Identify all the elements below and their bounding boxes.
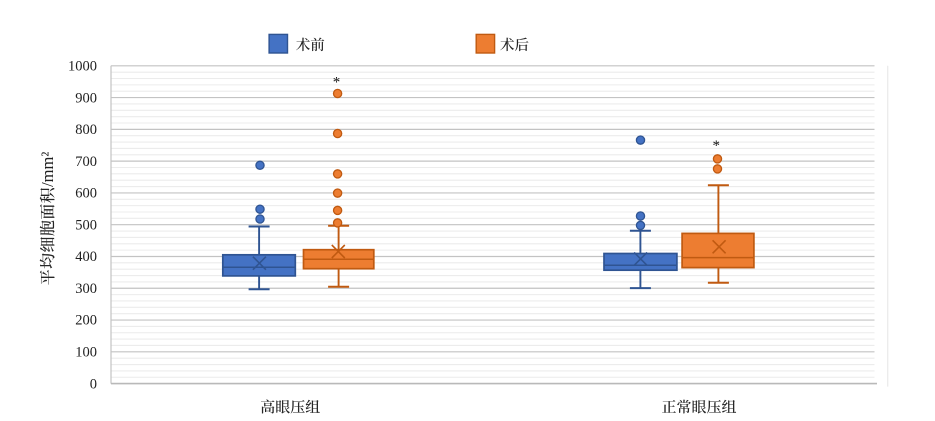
svg-text:100: 100 xyxy=(75,345,97,361)
svg-text:0: 0 xyxy=(90,376,97,392)
svg-text:600: 600 xyxy=(75,186,97,202)
svg-text:*: * xyxy=(713,138,721,154)
svg-text:*: * xyxy=(333,75,341,91)
svg-text:700: 700 xyxy=(75,154,97,170)
svg-text:/mm²: /mm² xyxy=(38,152,57,187)
svg-text:800: 800 xyxy=(75,122,97,138)
svg-text:1000: 1000 xyxy=(68,59,97,75)
svg-text:300: 300 xyxy=(75,281,97,297)
svg-text:500: 500 xyxy=(75,217,97,233)
svg-text:400: 400 xyxy=(75,249,97,265)
svg-text:900: 900 xyxy=(75,90,97,106)
svg-text:200: 200 xyxy=(75,313,97,329)
